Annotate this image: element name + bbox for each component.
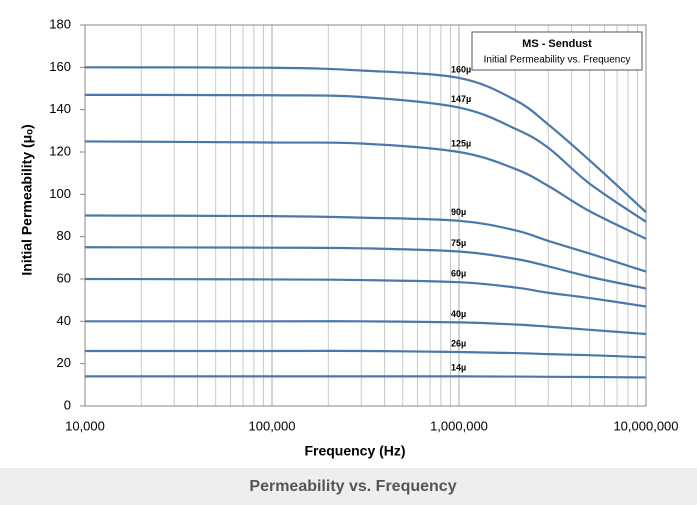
series-label: 125µ (451, 138, 471, 148)
series-line (85, 320, 647, 336)
series-line (85, 349, 647, 359)
y-tick-label: 60 (57, 270, 71, 285)
y-tick-label: 140 (49, 101, 71, 116)
x-axis-title: Frequency (Hz) (304, 443, 405, 459)
y-tick-label: 80 (57, 228, 71, 243)
series-label: 26µ (451, 338, 466, 348)
series-label: 147µ (451, 94, 471, 104)
y-tick-label: 100 (49, 186, 71, 201)
legend-subtitle: Initial Permeability vs. Frequency (484, 55, 631, 66)
series-line (84, 277, 647, 308)
series-label: 14µ (451, 363, 466, 373)
y-tick-label: 180 (49, 16, 71, 31)
series-line (85, 375, 647, 379)
y-tick-label: 20 (57, 355, 71, 370)
y-axis-title: Initial Permeability (μₒ) (19, 124, 35, 275)
series-line (84, 214, 647, 273)
series-line (84, 140, 647, 240)
x-tick-label: 10,000 (65, 418, 105, 433)
caption-bar (0, 468, 697, 505)
legend-title: MS - Sendust (522, 38, 592, 50)
y-tick-label: 120 (49, 143, 71, 158)
series-label: 40µ (451, 309, 466, 319)
series-line (84, 246, 647, 290)
series-label: 75µ (451, 238, 466, 248)
legend-box (471, 31, 643, 71)
series-label: 90µ (451, 207, 466, 217)
x-tick-label: 100,000 (249, 418, 296, 433)
y-tick-label: 40 (57, 313, 71, 328)
series-label: 160µ (451, 64, 471, 74)
caption: Permeability vs. Frequency (249, 478, 456, 495)
series-line (84, 93, 647, 223)
y-tick-label: 0 (64, 397, 71, 412)
y-tick-label: 160 (49, 59, 71, 74)
x-tick-label: 10,000,000 (613, 418, 678, 433)
x-tick-label: 1,000,000 (430, 418, 488, 433)
series-label: 60µ (451, 269, 466, 279)
series-line (84, 66, 647, 213)
